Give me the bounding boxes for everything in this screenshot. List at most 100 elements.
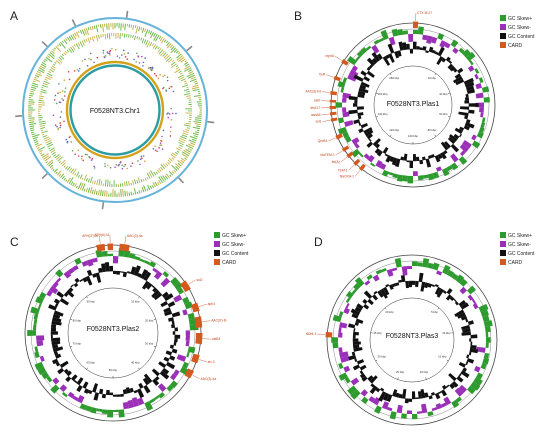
cds-feature-tick <box>130 24 133 28</box>
gc-content-segment <box>354 306 362 313</box>
gc-skew-plus-segment <box>401 413 407 419</box>
cds-feature-tick <box>85 38 88 42</box>
gc-skew-minus-segment <box>338 332 343 338</box>
gc-content-segment <box>466 358 475 364</box>
card-gene-leader <box>326 74 334 78</box>
cds-feature-tick <box>157 48 162 53</box>
scale-ring <box>67 287 159 379</box>
cds-feature-tick <box>178 70 182 74</box>
gc-content-segment <box>431 49 436 54</box>
card-gene-label: AAC(3)-IIa <box>201 377 217 381</box>
gc-skew-plus-segment <box>350 389 361 400</box>
cds-feature-tick <box>171 59 175 62</box>
cds-feature-tick <box>183 149 191 155</box>
feature-dot <box>56 125 58 128</box>
cds-feature-tick <box>132 35 134 39</box>
gc-skew-plus-segment <box>342 131 350 139</box>
gc-content-segment <box>389 156 395 163</box>
scale-tick <box>138 296 140 299</box>
gc-content-segment <box>366 141 373 148</box>
cds-feature-tick <box>193 120 202 124</box>
feature-dot <box>64 87 67 89</box>
cds-feature-tick <box>77 182 82 190</box>
feature-dot <box>54 94 57 97</box>
cds-feature-tick <box>174 68 181 74</box>
gc-skew-minus-segment <box>52 377 60 385</box>
feature-dot <box>59 126 61 129</box>
gc-content-segment <box>470 345 477 350</box>
cds-feature-tick <box>177 159 184 165</box>
gc-content-segment <box>430 153 435 158</box>
card-gene-block <box>330 90 338 96</box>
gc-content-segment <box>368 138 372 142</box>
gc-skew-minus-segment <box>176 354 187 362</box>
gc-content-segment <box>404 398 409 404</box>
gc-content-segment <box>415 397 419 399</box>
cds-feature-tick <box>63 52 67 56</box>
legend-swatch-gc-content <box>500 250 506 256</box>
gc-content-segment <box>109 265 113 272</box>
legend-label-card: CARD <box>508 260 523 266</box>
cds-feature-tick <box>41 130 48 134</box>
gc-content-segment <box>361 376 368 382</box>
cds-feature-tick <box>120 23 122 31</box>
gc-content-segment <box>372 294 379 301</box>
cds-feature-tick <box>194 82 198 85</box>
cds-feature-tick <box>46 74 53 79</box>
gc-skew-plus-segment <box>34 346 39 353</box>
cds-feature-tick <box>33 139 38 142</box>
gc-content-segment <box>113 394 117 397</box>
feature-dot <box>122 49 125 52</box>
gc-skew-plus-segment <box>338 117 345 124</box>
cds-feature-tick <box>186 127 190 129</box>
gc-skew-minus-segment <box>462 139 472 149</box>
gc-content-segment <box>363 76 371 82</box>
gc-skew-minus-segment <box>342 107 347 113</box>
gc-content-segment <box>380 288 388 299</box>
feature-dot <box>118 57 121 59</box>
gc-skew-plus-segment <box>458 47 465 54</box>
gc-skew-minus-segment <box>153 270 163 280</box>
gc-skew-plus-segment <box>74 257 82 266</box>
cds-feature-tick <box>174 151 179 155</box>
gc-content-segment <box>398 279 402 283</box>
cds-feature-tick <box>38 120 46 123</box>
gc-content-segment <box>174 338 178 343</box>
gc-skew-minus-segment <box>413 171 418 176</box>
cds-feature-tick <box>179 72 183 75</box>
feature-dot <box>168 113 171 115</box>
cds-feature-tick <box>167 161 170 165</box>
gc-skew-plus-segment <box>342 77 348 84</box>
gc-content-segment <box>437 46 445 57</box>
plasmid-title: F0528NT3.Plas3 <box>386 333 439 340</box>
feature-dot <box>158 147 160 149</box>
cds-feature-tick <box>45 139 52 144</box>
legend-label-skew-plus: GC Skew+ <box>508 16 532 22</box>
scale-tick <box>446 359 449 362</box>
gc-skew-plus-segment <box>462 49 471 58</box>
cds-feature-tick <box>193 80 198 83</box>
cds-feature-tick <box>38 101 45 104</box>
feature-dot <box>81 59 84 62</box>
gc-skew-minus-segment <box>72 265 79 272</box>
feature-dot <box>57 92 59 94</box>
gc-content-segment <box>415 281 419 287</box>
gc-content-segment <box>380 387 385 392</box>
cds-feature-tick <box>178 76 185 80</box>
feature-dot <box>154 149 157 151</box>
cds-feature-tick <box>75 31 80 38</box>
cds-feature-tick <box>45 161 48 164</box>
gc-content-segment <box>416 46 420 50</box>
card-gene-label: APH(3'')-Ib <box>82 234 98 238</box>
card-gene-label: NDM-1 <box>306 332 317 336</box>
gc-skew-plus-segment <box>338 311 344 318</box>
panel-d-plasmid-map: D 5 kbp 10 kbp 15 kbp 20 kbp 25 kbp 30 kbp 35 … <box>306 232 535 426</box>
gc-skew-minus-segment <box>351 65 359 72</box>
cds-feature-tick <box>186 86 189 89</box>
gc-content-segment <box>351 351 355 356</box>
outer-backbone-ring <box>22 17 208 203</box>
cds-feature-tick <box>181 84 188 88</box>
gc-content-segment <box>444 141 451 149</box>
cds-feature-tick <box>126 191 129 197</box>
cds-feature-tick <box>61 162 66 167</box>
